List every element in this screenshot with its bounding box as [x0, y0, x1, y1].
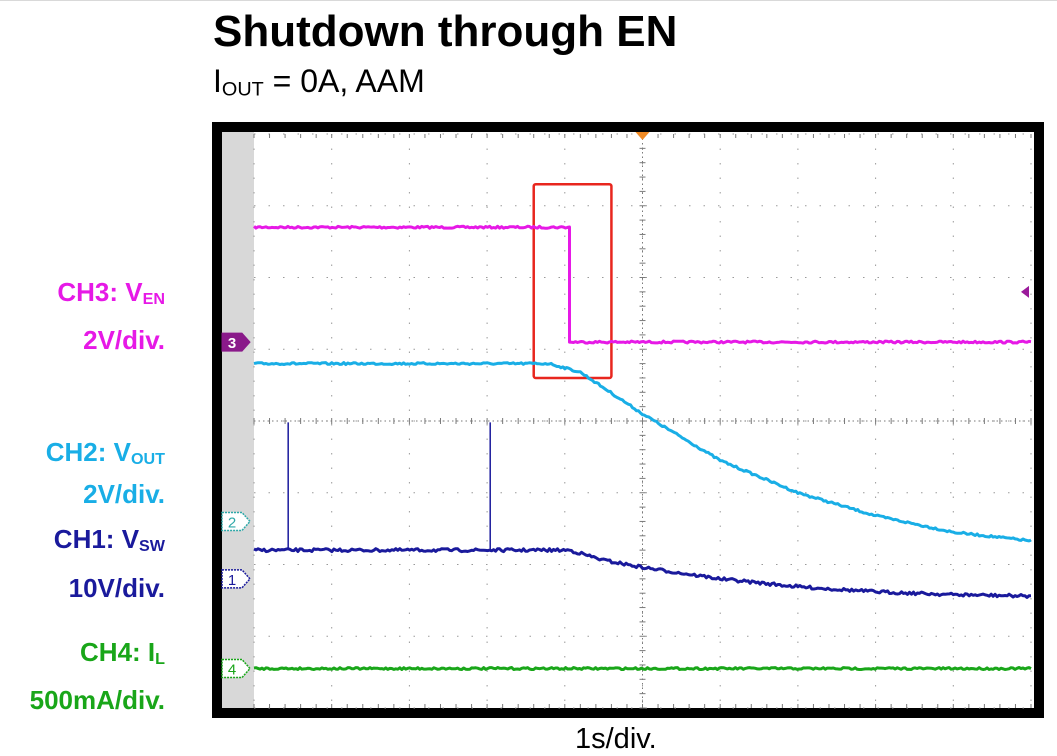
subtitle-rest: = 0A, AAM — [263, 63, 425, 99]
top-divider — [0, 0, 1057, 1]
trace-ch3 — [252, 224, 1032, 345]
highlight-box — [532, 182, 613, 380]
trigger-level-marker — [1021, 285, 1029, 298]
ch4-name-label: CH4: IL — [80, 637, 165, 674]
trace-ch1 — [253, 547, 1032, 599]
channel-marker-shape — [221, 511, 252, 532]
ch4-name: CH4: I — [80, 637, 156, 667]
channel-marker-shape — [221, 569, 252, 589]
ch3-sub: EN — [142, 289, 165, 308]
channel-marker-label: 4 — [228, 662, 236, 679]
channel-marker-label: 1 — [228, 572, 236, 589]
ch3-name-label: CH3: VEN — [57, 277, 165, 314]
channel-marker-shape — [221, 332, 251, 352]
ch2-name: CH2: V — [45, 437, 131, 467]
channel-marker-label: 2 — [228, 514, 236, 531]
chart-title: Shutdown through EN — [213, 7, 678, 56]
scope-screen — [222, 132, 1034, 708]
trigger-position-marker — [635, 132, 650, 140]
channel-marker-ch4: 4 — [221, 658, 252, 679]
channel-marker-ch3: 3 — [221, 332, 251, 352]
chart-subtitle: IOUT = 0A, AAM — [213, 62, 425, 109]
ch2-scale-label: 2V/div. — [83, 479, 165, 509]
subtitle-sub: OUT — [221, 78, 264, 101]
ch1-name: CH1: V — [53, 524, 140, 554]
channel-marker-label: 3 — [228, 335, 236, 352]
ch2-sub: OUT — [130, 449, 165, 468]
ch1-sub: SW — [139, 536, 165, 555]
grid-lines — [253, 133, 1032, 709]
trace-ch4 — [253, 666, 1032, 671]
channel-marker-ch2: 2 — [221, 511, 252, 532]
ch1-name-label: CH1: VSW — [54, 524, 165, 561]
channel-marker-shape — [221, 658, 252, 679]
ch3-scale-label: 2V/div. — [83, 325, 165, 355]
ch2-name-label: CH2: VOUT — [46, 437, 165, 474]
subtitle-main: I — [213, 63, 222, 99]
ch3-name: CH3: V — [57, 277, 143, 307]
ch4-sub: L — [155, 649, 165, 668]
time-scale-label: 1s/div. — [575, 723, 657, 755]
channel-marker-ch1: 1 — [221, 569, 252, 589]
ch1-scale-label: 10V/div. — [68, 573, 165, 603]
marker-strip — [222, 132, 254, 708]
ch4-scale-label: 500mA/div. — [29, 685, 165, 715]
trace-ch2 — [253, 361, 1032, 543]
